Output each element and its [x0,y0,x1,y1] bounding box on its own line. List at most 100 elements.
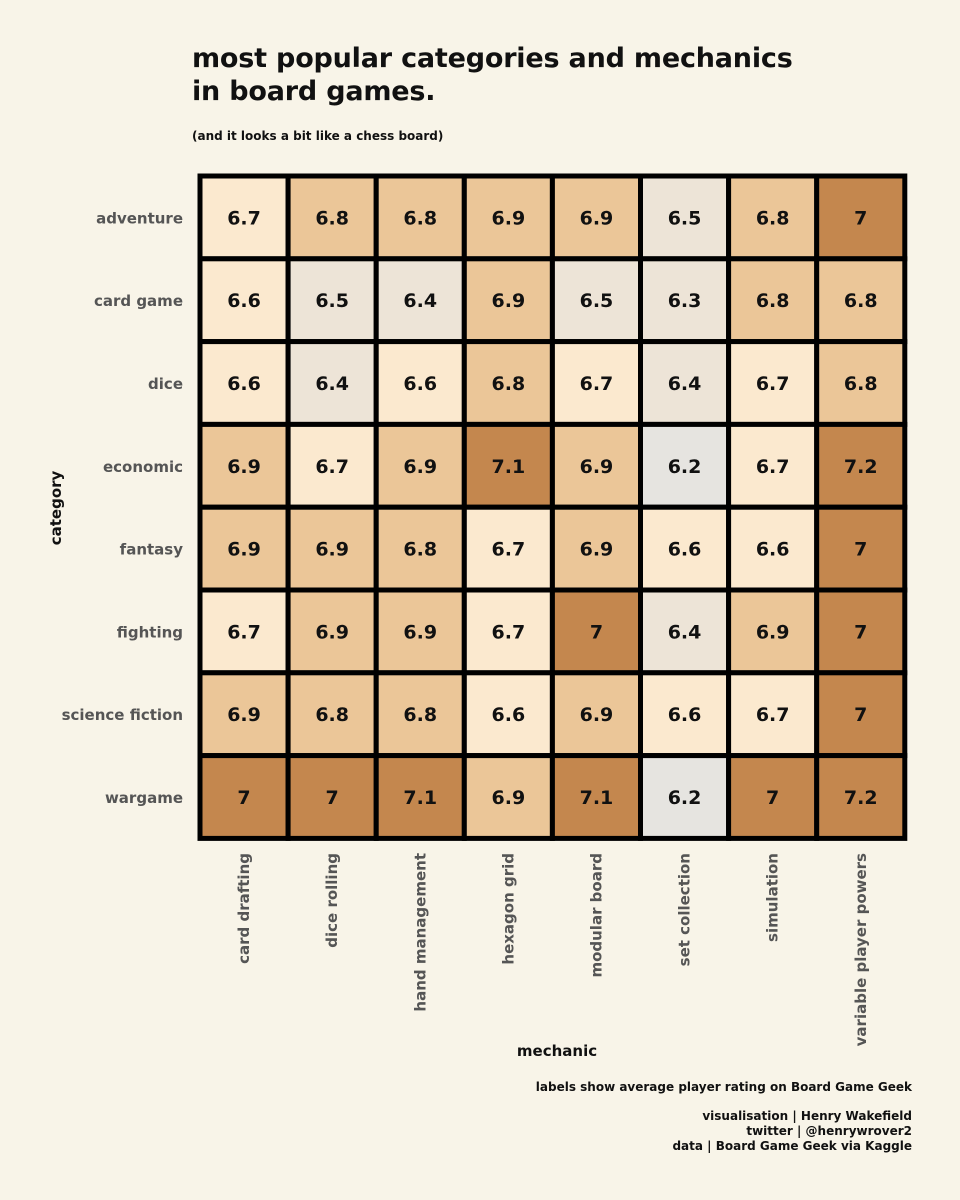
x-tick-label-set-collection: set collection [676,853,694,966]
cell-value-label: 6.9 [403,456,437,478]
cell-value-label: 7 [766,787,779,809]
y-tick-label-adventure: adventure [96,209,183,227]
cell-value-label: 7.1 [580,787,614,809]
cell-value-label: 6.8 [756,207,790,229]
cell-value-label: 6.6 [668,704,702,726]
cell-value-label: 6.8 [315,207,349,229]
cell-value-label: 6.7 [756,373,790,395]
cell-value-label: 7 [854,539,867,561]
cell-value-label: 6.3 [668,290,702,312]
caption-credit-twitter: twitter | @henrywrover2 [746,1124,912,1138]
heatmap-cell-science-fiction-hexagon-grid [461,670,555,759]
caption-note: labels show average player rating on Boa… [535,1080,912,1094]
x-tick-label-hexagon-grid: hexagon grid [499,853,517,965]
cell-value-label: 6.9 [403,621,437,643]
cell-value-label: 6.7 [756,704,790,726]
cell-value-label: 6.6 [492,704,526,726]
heatmap-cell-wargame-dice-rolling [285,753,379,841]
cell-value-label: 6.8 [403,207,437,229]
heatmap-cell-fantasy-simulation [726,504,820,593]
cell-value-label: 6.8 [844,373,878,395]
cell-value-label: 6.9 [492,290,526,312]
cell-value-label: 6.9 [580,539,614,561]
cell-value-label: 6.8 [756,290,790,312]
cell-value-label: 7.1 [492,456,526,478]
cell-value-label: 6.8 [492,373,526,395]
cell-value-label: 6.9 [227,704,261,726]
heatmap-cell-wargame-hand-management [373,753,467,841]
cell-value-label: 6.9 [227,539,261,561]
cell-value-label: 6.4 [315,373,349,395]
y-tick-label-fantasy: fantasy [120,541,184,559]
cell-value-label: 6.9 [580,207,614,229]
heatmap-cell-wargame-modular-board [549,753,644,841]
cell-value-label: 6.8 [403,539,437,561]
heatmap-cell-fantasy-variable-player-powers [814,504,908,593]
y-tick-label-economic: economic [103,458,183,476]
cell-value-label: 6.7 [315,456,349,478]
cell-value-label: 6.6 [668,539,702,561]
cell-value-label: 6.7 [756,456,790,478]
cell-value-label: 6.7 [227,621,261,643]
cell-value-label: 6.6 [403,373,437,395]
cell-value-label: 6.4 [403,290,437,312]
cell-value-label: 6.7 [492,621,526,643]
cell-value-label: 7.1 [403,787,437,809]
heatmap-cell-science-fiction-modular-board [549,670,644,759]
x-tick-label-variable-player-powers: variable player powers [852,853,870,1046]
heatmap-cell-science-fiction-variable-player-powers [814,670,908,759]
cell-value-label: 6.6 [227,373,261,395]
chart-subtitle: (and it looks a bit like a chess board) [192,129,444,143]
heatmap-cells: 6.7 6.8 6.8 6.9 6.9 6.5 6.8 7 6.6 6.5 6.4 6.9 6.5 6.3… [197,173,908,841]
cell-value-label: 6.6 [227,290,261,312]
y-tick-label-dice: dice [148,375,183,393]
cell-value-label: 6.5 [315,290,349,312]
cell-value-label: 6.4 [668,373,702,395]
heatmap-cell-card-game-hand-management [373,256,467,345]
y-axis-title: category [47,470,65,545]
heatmap-cell-dice-variable-player-powers [814,339,908,427]
x-tick-label-simulation: simulation [764,853,782,942]
heatmap-cell-adventure-modular-board [549,173,644,262]
chart-title-line2: in board games. [192,76,436,107]
x-tick-label-modular-board: modular board [587,853,605,978]
cell-value-label: 6.9 [492,787,526,809]
y-tick-label-fighting: fighting [117,623,183,641]
y-tick-label-card-game: card game [94,292,183,310]
cell-value-label: 6.9 [580,456,614,478]
x-axis-title: mechanic [517,1042,597,1060]
heatmap-cell-wargame-variable-player-powers [814,753,908,841]
cell-value-label: 6.2 [668,787,702,809]
cell-value-label: 7.2 [844,787,878,809]
cell-value-label: 6.8 [315,704,349,726]
cell-value-label: 6.7 [227,207,261,229]
cell-value-label: 7 [590,621,603,643]
cell-value-label: 6.9 [315,539,349,561]
cell-value-label: 6.5 [668,207,702,229]
cell-value-label: 7 [237,787,250,809]
caption-credit-data: data | Board Game Geek via Kaggle [672,1139,912,1153]
x-tick-label-card-drafting: card drafting [235,853,253,964]
heatmap-cell-fantasy-set-collection [638,504,732,593]
cell-value-label: 6.9 [756,621,790,643]
cell-value-label: 6.2 [668,456,702,478]
chart-title: most popular categories and mechanics in… [192,42,892,108]
cell-value-label: 7 [326,787,339,809]
heatmap-cell-adventure-variable-player-powers [814,173,908,262]
cell-value-label: 6.5 [580,290,614,312]
cell-value-label: 6.7 [492,539,526,561]
caption-block: labels show average player rating on Boa… [536,1080,912,1154]
cell-value-label: 6.4 [668,621,702,643]
cell-value-label: 6.9 [227,456,261,478]
heatmap-cell-card-game-dice-rolling [285,256,379,345]
x-tick-label-hand-management: hand management [411,853,429,1012]
cell-value-label: 6.8 [844,290,878,312]
heatmap-cell-fantasy-hexagon-grid [461,504,555,593]
cell-value-label: 6.9 [315,621,349,643]
x-tick-labels: card drafting dice rolling hand management… [235,853,870,1046]
chart-title-line1: most popular categories and mechanics [192,43,793,74]
heatmap-cell-fantasy-dice-rolling [285,504,379,593]
y-tick-label-wargame: wargame [105,789,183,807]
caption-credit-visualisation: visualisation | Henry Wakefield [702,1109,912,1123]
